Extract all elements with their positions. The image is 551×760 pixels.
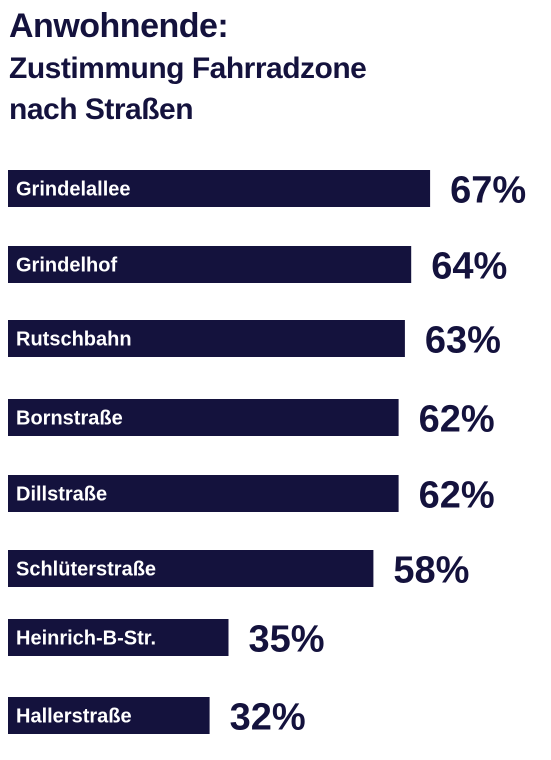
bar-row: Heinrich-B-Str. 35% bbox=[8, 619, 325, 661]
bar bbox=[8, 399, 399, 436]
bar bbox=[8, 550, 374, 587]
chart-title-line-3: nach Straßen bbox=[9, 93, 194, 126]
bar-row: Dillstraße 62% bbox=[8, 475, 495, 517]
chart-title-line-1: Anwohnende: bbox=[9, 7, 229, 45]
bar-row: Rutschbahn 63% bbox=[8, 320, 501, 362]
bar-value-label: 63% bbox=[425, 320, 501, 362]
bar-category-label: Grindelhof bbox=[16, 255, 117, 277]
bar-value-label: 62% bbox=[419, 475, 495, 517]
bar-value-label: 64% bbox=[431, 246, 507, 288]
bar-value-label: 58% bbox=[393, 550, 469, 592]
bar bbox=[8, 619, 229, 656]
bar-row: Hallerstraße 32% bbox=[8, 697, 306, 739]
bar bbox=[8, 697, 210, 734]
bar bbox=[8, 170, 431, 207]
bar-row: Bornstraße 62% bbox=[8, 399, 495, 441]
bar-row: Schlüterstraße 58% bbox=[8, 550, 469, 592]
bar-value-label: 67% bbox=[450, 170, 526, 212]
bar bbox=[8, 246, 412, 283]
bar-category-label: Bornstraße bbox=[16, 408, 123, 430]
bar-value-label: 35% bbox=[249, 619, 325, 661]
bar-row: Grindelallee 67% bbox=[8, 170, 526, 212]
chart-title: Anwohnende: Zustimmung Fahrradzone nach … bbox=[9, 4, 539, 130]
bar-category-label: Rutschbahn bbox=[16, 329, 132, 351]
chart-title-line-2: Zustimmung Fahrradzone bbox=[9, 52, 367, 85]
bar-value-label: 62% bbox=[419, 399, 495, 441]
bar-value-label: 32% bbox=[230, 697, 306, 739]
bar bbox=[8, 320, 405, 357]
bar bbox=[8, 475, 399, 512]
bar-category-label: Heinrich-B-Str. bbox=[16, 628, 156, 650]
bar-row: Grindelhof 64% bbox=[8, 246, 507, 288]
bar-category-label: Schlüterstraße bbox=[16, 559, 156, 581]
bar-category-label: Hallerstraße bbox=[16, 706, 132, 728]
bar-category-label: Dillstraße bbox=[16, 484, 107, 506]
bar-category-label: Grindelallee bbox=[16, 179, 131, 201]
